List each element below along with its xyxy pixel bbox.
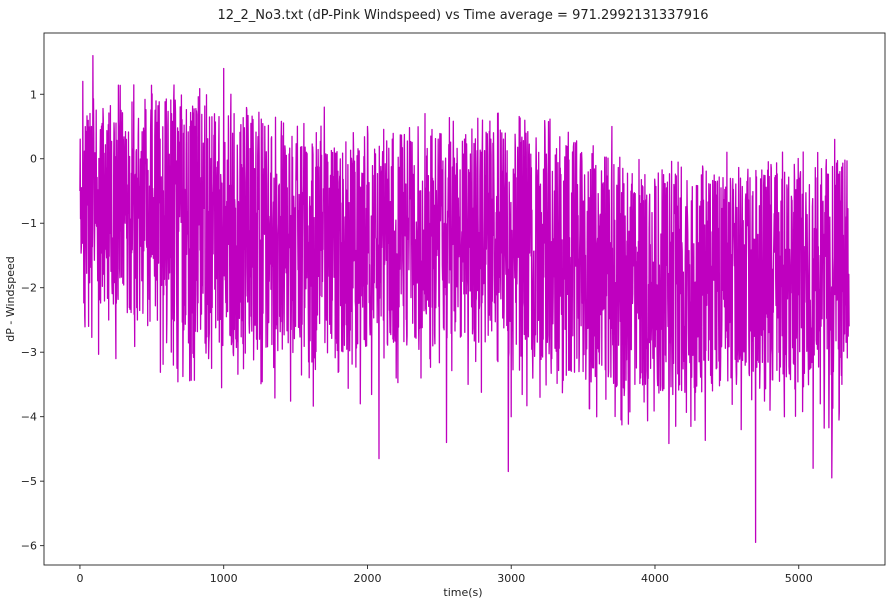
series-line — [79, 54, 850, 544]
y-tick-label: −1 — [21, 217, 37, 230]
y-tick-label: −3 — [21, 346, 37, 359]
x-tick-label: 0 — [76, 572, 83, 585]
series-layer — [79, 54, 850, 544]
x-tick-label: 5000 — [785, 572, 813, 585]
x-tick-label: 1000 — [210, 572, 238, 585]
plot-frame — [43, 32, 886, 566]
x-tick-label: 4000 — [641, 572, 669, 585]
chart-title: 12_2_No3.txt (dP-Pink Windspeed) vs Time… — [217, 8, 708, 23]
y-tick-label: −2 — [21, 282, 37, 295]
y-tick-label: 0 — [30, 153, 37, 166]
x-tick-label: 3000 — [497, 572, 525, 585]
y-tick-label: −4 — [21, 411, 37, 424]
x-axis-title: time(s) — [443, 586, 482, 599]
axes-layer: 0 1000 2000 3000 4000 5000 1 0 −1 −2 −3 −4 −5 −6 — [21, 32, 886, 585]
x-tick-label: 2000 — [353, 572, 381, 585]
y-tick-label: −6 — [21, 540, 37, 553]
y-tick-label: −5 — [21, 475, 37, 488]
y-tick-label: 1 — [30, 88, 37, 101]
y-axis-title: dP - Windspeed — [4, 256, 17, 341]
